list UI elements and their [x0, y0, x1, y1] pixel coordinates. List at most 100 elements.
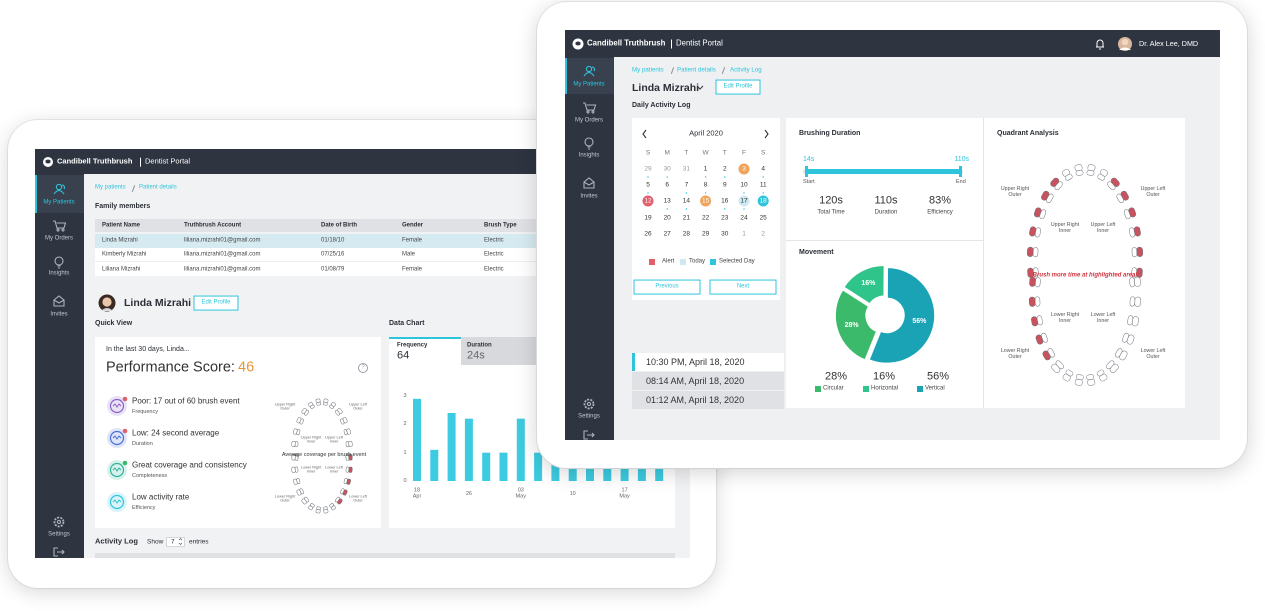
calendar-day[interactable]: 27 — [663, 230, 671, 238]
calendar-day[interactable]: 9 — [722, 181, 727, 189]
tooth-label: Upper Left Outer — [349, 402, 367, 411]
slice-label: 28% — [844, 321, 859, 329]
calendar-day[interactable]: 21 — [682, 214, 691, 222]
nav-item[interactable]: My Patients — [43, 199, 75, 206]
tooth — [1136, 246, 1144, 257]
upper-arch — [343, 428, 351, 436]
calendar-day[interactable]: 7 — [684, 181, 689, 189]
calendar-day[interactable]: 13 — [663, 197, 671, 205]
nav-item[interactable]: My Orders — [44, 235, 74, 242]
calendar-day[interactable]: 29 — [644, 165, 652, 173]
user-name[interactable]: Dr. Alex Lee, DMD — [1139, 38, 1199, 48]
calendar-day[interactable]: 4 — [761, 165, 765, 173]
tooth — [1033, 267, 1039, 278]
breadcrumb-link[interactable]: My patients — [95, 184, 126, 191]
calendar-day[interactable]: 8 — [703, 181, 708, 189]
calendar-day[interactable]: 16 — [721, 197, 729, 205]
icon-orders — [61, 228, 65, 232]
calendar-day[interactable]: 5 — [646, 181, 650, 189]
lower-arch — [291, 454, 299, 461]
legend-swatch — [815, 386, 821, 392]
stat-label: Duration — [874, 209, 898, 216]
nav-item[interactable]: Invites — [50, 311, 68, 318]
calendar-day[interactable]: 1 — [703, 165, 708, 173]
next-month — [764, 129, 769, 139]
time-row[interactable] — [632, 353, 784, 371]
slider-handle[interactable] — [959, 166, 962, 177]
calendar-day[interactable]: 14 — [682, 197, 691, 205]
activity-time[interactable]: 01:12 AM, April 18, 2020 — [646, 394, 745, 405]
calendar-day[interactable]: 25 — [759, 214, 767, 222]
tooth — [1046, 193, 1054, 203]
calendar-day[interactable]: 30 — [663, 165, 671, 173]
calendar-day[interactable]: 12 — [644, 197, 652, 205]
slider-handle[interactable] — [805, 166, 808, 177]
score-label: Performance Score: — [106, 359, 235, 376]
table-cell: 07/25/16 — [321, 251, 345, 258]
brand: Candibell Truthbrush — [57, 156, 133, 166]
tab[interactable] — [461, 337, 537, 365]
time-row[interactable] — [632, 372, 784, 390]
breadcrumb-link[interactable]: Patient details — [139, 184, 177, 191]
calendar-day[interactable]: 2 — [722, 165, 727, 173]
slice-label: 56% — [912, 317, 927, 325]
calendar-day[interactable]: 23 — [721, 214, 729, 222]
tab-label[interactable]: Duration — [467, 342, 492, 349]
calendar-button[interactable]: Previous — [633, 279, 701, 295]
calendar-day[interactable]: 31 — [682, 165, 691, 173]
entries-select[interactable] — [166, 537, 185, 547]
nav-item[interactable]: Settings — [48, 531, 70, 538]
nav-item[interactable]: My Orders — [574, 117, 604, 124]
calendar-day[interactable]: 24 — [740, 214, 748, 222]
icon-orders — [586, 110, 590, 114]
activity-log-header — [95, 553, 675, 558]
icon-invites — [53, 295, 65, 307]
nav-item[interactable]: Insights — [578, 152, 600, 159]
patient-name: Linda Mizrahi — [124, 296, 192, 309]
breadcrumb-link[interactable]: My patients — [632, 66, 664, 74]
edit-profile-button[interactable]: Edit Profile — [715, 79, 761, 95]
tooth — [1026, 246, 1034, 257]
calendar-day[interactable]: 28 — [682, 230, 691, 238]
breadcrumb-link[interactable]: Patient details — [677, 66, 716, 74]
tooth — [1096, 369, 1105, 377]
calendar-day[interactable]: 3 — [742, 165, 746, 173]
calendar-day[interactable]: 20 — [663, 214, 671, 222]
column-header: Date of Birth — [321, 222, 357, 229]
tooth — [1041, 332, 1048, 343]
metric-icon — [112, 403, 122, 408]
tab[interactable] — [389, 337, 461, 365]
calendar-day[interactable]: 2 — [761, 230, 765, 238]
calendar-button[interactable]: Next — [709, 279, 777, 295]
calendar-day[interactable]: 17 — [740, 197, 748, 205]
entries-count[interactable]: 7 — [171, 538, 175, 546]
activity-time[interactable]: 08:14 AM, April 18, 2020 — [646, 375, 745, 386]
calendar-day[interactable]: 15 — [701, 197, 710, 205]
calendar-day[interactable]: 11 — [759, 181, 767, 189]
calendar-day[interactable]: 19 — [644, 214, 652, 222]
metric-icon — [109, 462, 125, 478]
calendar-day[interactable]: 10 — [740, 181, 748, 189]
help-icon[interactable]: ? — [361, 364, 365, 371]
calendar-day[interactable]: 1 — [742, 230, 746, 238]
calendar-day[interactable]: 6 — [665, 181, 669, 189]
calendar-day[interactable]: 26 — [644, 230, 652, 238]
nav-item[interactable]: Invites — [580, 193, 598, 200]
table-row — [95, 234, 537, 248]
icon-insights — [584, 137, 594, 147]
edit-profile-button[interactable]: Edit Profile — [193, 295, 239, 311]
upper-arch — [345, 440, 353, 448]
nav-item[interactable]: Settings — [578, 413, 600, 420]
column-header: Patient Name — [102, 222, 141, 229]
activity-time[interactable]: 10:30 PM, April 18, 2020 — [646, 356, 745, 367]
calendar-day[interactable]: 22 — [701, 214, 710, 222]
tab-label[interactable]: Frequency — [397, 342, 428, 349]
nav-item[interactable]: Insights — [48, 270, 70, 277]
calendar-day[interactable]: 18 — [759, 197, 767, 205]
time-row[interactable] — [632, 391, 784, 409]
nav-item[interactable]: My Patients — [573, 81, 605, 88]
calendar-day[interactable]: 29 — [701, 230, 710, 238]
calendar-day[interactable]: 30 — [721, 230, 729, 238]
